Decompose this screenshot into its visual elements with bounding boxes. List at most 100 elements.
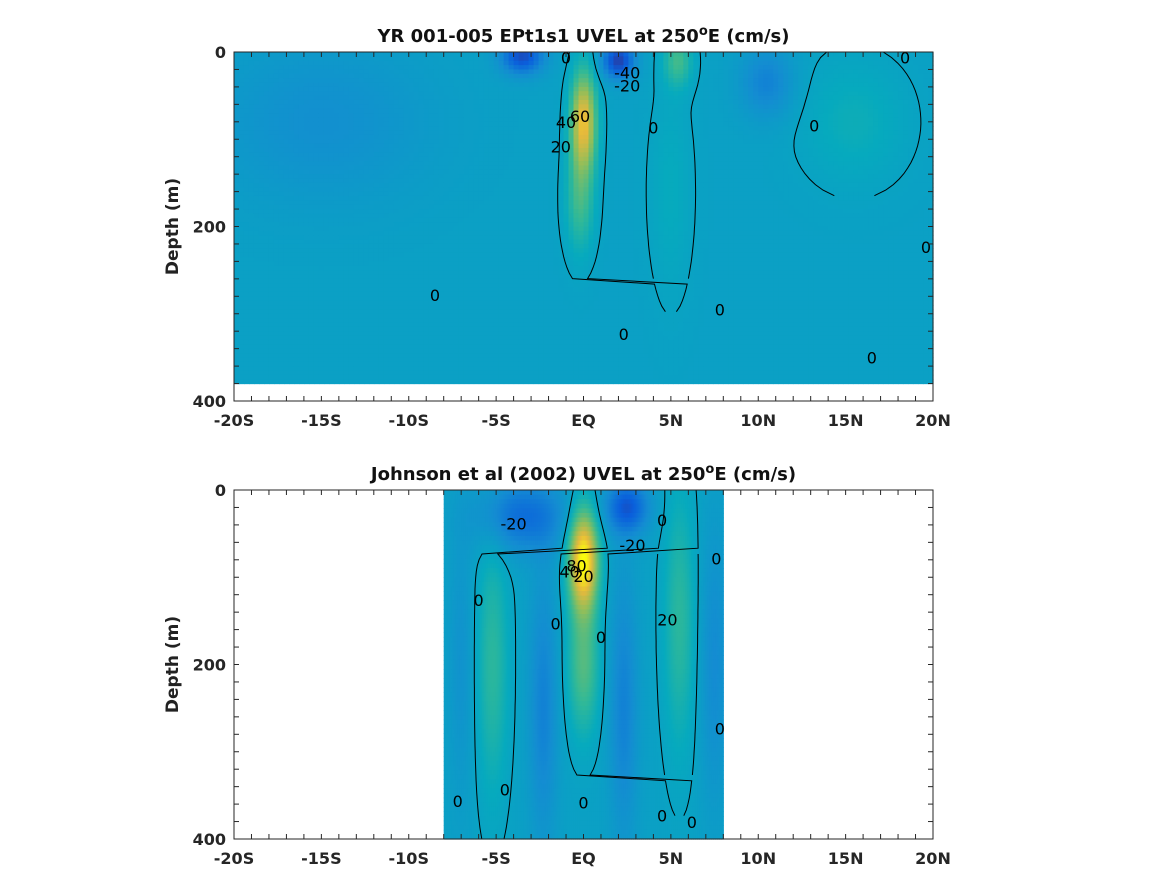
heatmap-cell xyxy=(453,361,460,367)
heatmap-cell xyxy=(238,147,245,153)
heatmap-cell xyxy=(303,261,310,267)
heatmap-cell xyxy=(273,117,280,123)
heatmap-cell xyxy=(388,379,395,385)
heatmap-cell xyxy=(398,339,405,345)
heatmap-cell xyxy=(333,374,340,380)
heatmap-cell xyxy=(448,86,455,92)
heatmap-cell xyxy=(393,104,400,110)
heatmap-cell xyxy=(523,370,530,376)
heatmap-cell xyxy=(258,357,265,363)
heatmap-cell xyxy=(423,322,430,328)
heatmap-cell xyxy=(408,283,415,289)
heatmap-cell xyxy=(483,348,490,354)
heatmap-cell xyxy=(333,182,340,188)
heatmap-cell xyxy=(528,278,535,284)
heatmap-cell xyxy=(348,379,355,385)
heatmap-cell xyxy=(398,252,405,258)
heatmap-cell xyxy=(278,191,285,197)
heatmap-cell xyxy=(234,270,240,276)
heatmap-cell xyxy=(318,353,325,358)
heatmap-cell xyxy=(248,56,255,62)
heatmap-cell xyxy=(403,143,410,149)
heatmap-cell xyxy=(343,335,350,341)
heatmap-cell xyxy=(288,191,295,197)
heatmap-cell xyxy=(313,65,320,71)
heatmap-cell xyxy=(318,78,325,84)
heatmap-cell xyxy=(348,161,355,167)
heatmap-cell xyxy=(248,217,255,223)
heatmap-cell xyxy=(448,252,455,258)
heatmap-cell xyxy=(363,108,370,114)
heatmap-cell xyxy=(323,195,330,201)
heatmap-cell xyxy=(418,152,425,158)
heatmap-cell xyxy=(463,296,470,302)
heatmap-cell xyxy=(558,239,565,245)
heatmap-cell xyxy=(418,56,425,62)
heatmap-cell xyxy=(373,339,380,345)
heatmap-cell xyxy=(503,235,510,241)
heatmap-cell xyxy=(298,344,305,350)
heatmap-cell xyxy=(543,309,550,315)
heatmap-cell xyxy=(373,335,380,341)
heatmap-cell xyxy=(293,222,300,228)
heatmap-cell xyxy=(278,374,285,380)
heatmap-cell xyxy=(558,213,565,219)
heatmap-cell xyxy=(513,243,520,249)
heatmap-cell xyxy=(303,226,310,232)
heatmap-cell xyxy=(428,147,435,153)
heatmap-cell xyxy=(278,252,285,258)
heatmap-cell xyxy=(323,69,330,75)
heatmap-cell xyxy=(468,265,475,271)
heatmap-cell xyxy=(283,86,290,92)
heatmap-cell xyxy=(268,265,275,271)
heatmap-cell xyxy=(448,204,455,210)
heatmap-cell xyxy=(273,243,280,249)
heatmap-cell xyxy=(298,169,305,175)
heatmap-cell xyxy=(283,366,290,372)
heatmap-cell xyxy=(283,147,290,153)
heatmap-cell xyxy=(393,143,400,149)
heatmap-cell xyxy=(408,235,415,241)
heatmap-cell xyxy=(338,121,345,127)
heatmap-cell xyxy=(253,235,260,241)
heatmap-cell xyxy=(513,165,520,171)
heatmap-cell xyxy=(288,182,295,188)
heatmap-cell xyxy=(473,182,480,188)
heatmap-cell xyxy=(243,283,250,289)
heatmap-cell xyxy=(238,370,245,376)
heatmap-cell xyxy=(333,104,340,110)
heatmap-cell xyxy=(368,230,375,236)
heatmap-cell xyxy=(508,278,515,284)
heatmap-cell xyxy=(258,257,265,262)
heatmap-cell xyxy=(333,278,340,284)
heatmap-cell xyxy=(368,357,375,363)
heatmap-cell xyxy=(453,78,460,84)
heatmap-cell xyxy=(453,300,460,306)
heatmap-cell xyxy=(333,226,340,232)
heatmap-cell xyxy=(298,370,305,376)
heatmap-cell xyxy=(363,126,370,132)
heatmap-cell xyxy=(263,309,270,315)
heatmap-cell xyxy=(234,134,240,140)
heatmap-cell xyxy=(268,174,275,180)
heatmap-cell xyxy=(443,379,450,385)
heatmap-cell xyxy=(403,52,410,57)
heatmap-cell xyxy=(278,366,285,372)
heatmap-cell xyxy=(503,165,510,171)
heatmap-cell xyxy=(453,82,460,88)
heatmap-cell xyxy=(258,165,265,171)
heatmap-cell xyxy=(433,209,440,215)
heatmap-cell xyxy=(253,278,260,284)
heatmap-cell xyxy=(548,300,555,306)
heatmap-cell xyxy=(288,91,295,97)
heatmap-cell xyxy=(438,95,445,101)
heatmap-cell xyxy=(498,130,505,136)
heatmap-cell xyxy=(503,161,510,167)
heatmap-cell xyxy=(313,339,320,345)
heatmap-cell xyxy=(234,339,240,345)
heatmap-cell xyxy=(483,357,490,363)
heatmap-cell xyxy=(448,278,455,284)
heatmap-cell xyxy=(403,353,410,358)
heatmap-cell xyxy=(413,178,420,184)
heatmap-cell xyxy=(423,187,430,193)
